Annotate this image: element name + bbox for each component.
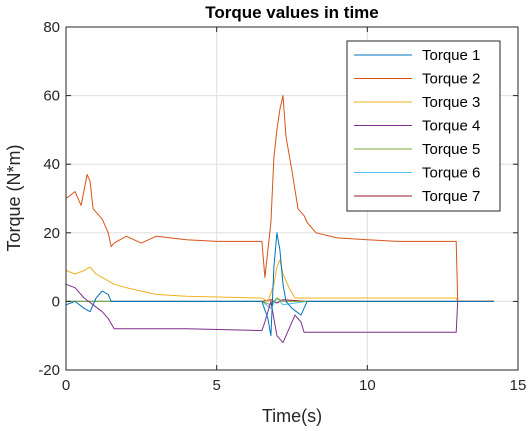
x-axis-label: Time(s): [262, 406, 322, 426]
series-line-4: [65, 283, 494, 344]
x-tick-label: 10: [359, 377, 376, 394]
legend-label-6: Torque 6: [422, 165, 480, 182]
y-tick-label: 40: [43, 156, 60, 173]
x-tick-label: 15: [510, 377, 527, 394]
y-tick-label: 20: [43, 225, 60, 242]
legend-label-7: Torque 7: [422, 188, 480, 205]
legend-label-4: Torque 4: [422, 118, 480, 135]
axis-ticks: [65, 26, 519, 371]
series-line-3: [65, 259, 494, 302]
legend-label-1: Torque 1: [422, 47, 480, 64]
chart-title: Torque values in time: [205, 3, 379, 22]
y-tick-labels: -20 0 20 40 60 80: [38, 19, 60, 379]
x-tick-labels: 0 5 10 15: [62, 377, 527, 394]
y-tick-label: 80: [43, 19, 60, 36]
series-line-1: [65, 232, 494, 337]
y-tick-label: -20: [38, 362, 60, 379]
legend: Torque 1 Torque 2 Torque 3 Torque 4 Torque 5…: [346, 40, 501, 212]
y-tick-label: 0: [52, 293, 60, 310]
series-line-2: [65, 95, 494, 302]
legend-label-5: Torque 5: [422, 141, 480, 158]
plot-frame: [65, 26, 519, 371]
x-tick-label: 5: [212, 377, 220, 394]
y-tick-label: 60: [43, 88, 60, 105]
legend-label-2: Torque 2: [422, 71, 480, 88]
x-tick-label: 0: [62, 377, 70, 394]
legend-label-3: Torque 3: [422, 94, 480, 111]
series-layer: [65, 95, 494, 344]
y-axis-label: Torque (N*m): [4, 144, 24, 251]
